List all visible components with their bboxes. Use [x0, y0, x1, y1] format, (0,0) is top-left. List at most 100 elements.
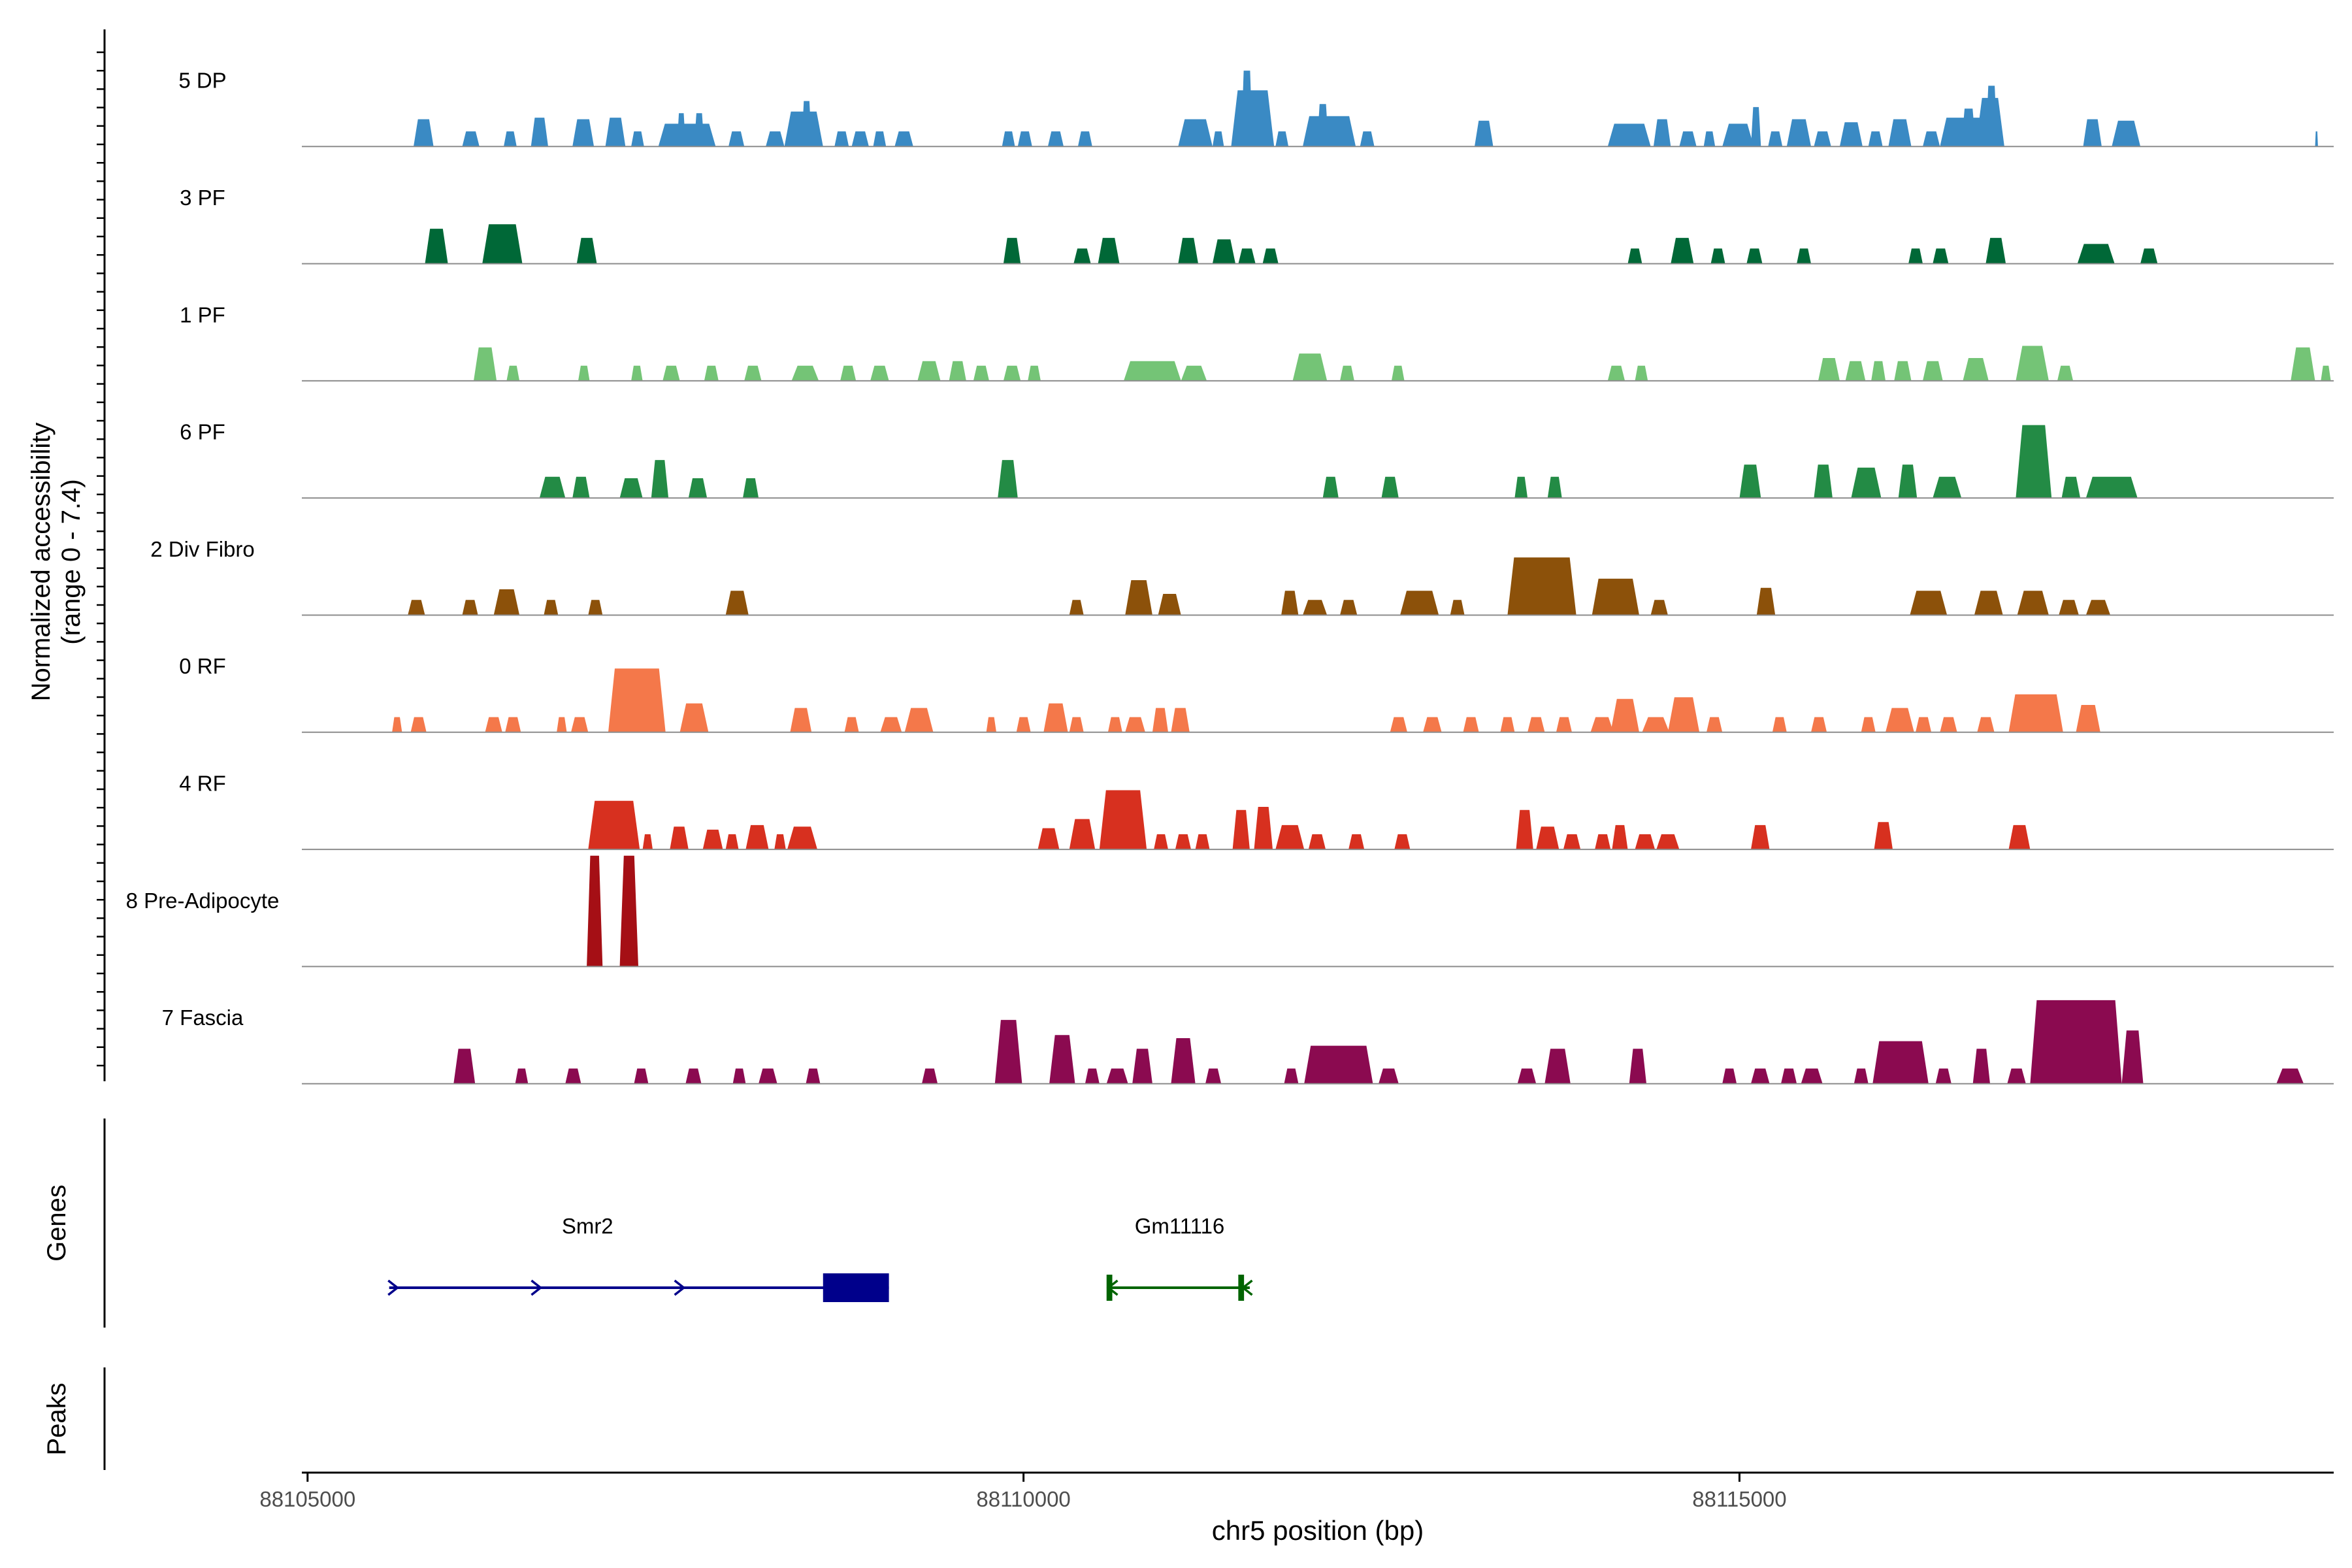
- coverage-peak: [1894, 361, 1912, 381]
- coverage-peak: [973, 365, 989, 381]
- coverage-peak: [1635, 365, 1648, 381]
- coverage-peak: [1703, 131, 1716, 147]
- coverage-peak: [1077, 131, 1092, 147]
- genes-panel-title: Genes: [42, 1184, 71, 1262]
- coverage-peak: [766, 131, 785, 147]
- coverage-peak: [1303, 116, 1356, 147]
- coverage-peak: [1212, 239, 1235, 264]
- coverage-peak: [2059, 600, 2079, 615]
- coverage-peak: [1923, 131, 1940, 147]
- coverage-peak: [1801, 1068, 1823, 1084]
- coverage-peak: [1099, 790, 1147, 850]
- coverage-tracks: 5 DP 3 PF 1 PF 6 PF 2 Div Fibro 0 RF 4 RF 8 Pre…: [126, 69, 2334, 1085]
- coverage-peak: [2315, 131, 2318, 147]
- coverage-peak: [790, 708, 812, 732]
- track-2-div-fibro: 2 Div Fibro: [150, 537, 2334, 616]
- coverage-peak: [1610, 698, 1639, 732]
- coverage-peak: [2077, 244, 2115, 264]
- coverage-peak: [1527, 717, 1545, 732]
- coverage-peak: [1047, 131, 1064, 147]
- coverage-peak: [685, 1068, 702, 1084]
- coverage-peak: [1854, 1068, 1869, 1084]
- coverage-peak: [2016, 425, 2052, 498]
- coverage-peak: [1028, 365, 1041, 381]
- coverage-peak: [1563, 834, 1581, 850]
- coverage-peak: [1308, 834, 1326, 850]
- coverage-peak: [1972, 1049, 1990, 1084]
- coverage-peak: [1181, 365, 1207, 381]
- x-tick-label: 88110000: [976, 1487, 1070, 1511]
- coverage-peak: [725, 834, 739, 850]
- coverage-peak: [1516, 809, 1533, 850]
- coverage-peak: [1933, 248, 1949, 264]
- track-label: 4 RF: [179, 771, 226, 795]
- coverage-peak: [744, 365, 762, 381]
- coverage-peak: [1871, 361, 1886, 381]
- tracks-y-ticks: [97, 51, 105, 1067]
- coverage-peak: [844, 717, 859, 732]
- coverage-peak: [608, 668, 666, 732]
- coverage-peak: [565, 1068, 581, 1084]
- coverage-peak: [1003, 365, 1021, 381]
- coverage-peak: [1751, 825, 1770, 850]
- coverage-peak: [571, 717, 589, 732]
- coverage-peak: [1254, 807, 1273, 850]
- gene-label: Gm11116: [1135, 1214, 1225, 1238]
- coverage-peak: [587, 855, 603, 967]
- coverage-peak: [1781, 1068, 1797, 1084]
- coverage-peak: [1348, 834, 1365, 850]
- coverage-peak: [1381, 476, 1399, 498]
- coverage-peak: [1379, 1068, 1399, 1084]
- coverage-peak: [725, 591, 749, 615]
- coverage-peak: [870, 365, 889, 381]
- coverage-peak: [1544, 1049, 1571, 1084]
- track-7-fascia: 7 Fascia: [162, 1000, 2334, 1085]
- coverage-peak: [801, 101, 812, 147]
- coverage-peak: [1961, 108, 1976, 147]
- coverage-peak: [745, 825, 769, 850]
- coverage-peak: [572, 119, 595, 147]
- coverage-peak: [576, 238, 597, 264]
- track-label: 8 Pre-Adipocyte: [126, 889, 280, 913]
- coverage-peak: [1722, 1068, 1737, 1084]
- x-axis-title: chr5 position (bp): [1212, 1515, 1424, 1546]
- coverage-peak: [1707, 717, 1723, 732]
- coverage-peak: [2321, 365, 2331, 381]
- coverage-peak: [588, 600, 603, 615]
- coverage-peak: [1818, 358, 1840, 381]
- coverage-peak: [1590, 717, 1614, 732]
- coverage-peak: [1868, 131, 1883, 147]
- coverage-peak: [392, 717, 402, 732]
- track-0-rf: 0 RF: [179, 654, 2334, 733]
- strand-arrow: [1241, 1279, 1253, 1296]
- coverage-peak: [694, 113, 704, 147]
- coverage-peak: [1423, 717, 1442, 732]
- coverage-peak: [880, 717, 902, 732]
- coverage-peak: [1642, 717, 1670, 732]
- coverage-peak: [1069, 717, 1084, 732]
- coverage-peak: [1653, 119, 1671, 147]
- coverage-peak: [504, 131, 517, 147]
- coverage-peak: [619, 478, 643, 498]
- coverage-peak: [994, 1020, 1022, 1084]
- coverage-peak: [1463, 717, 1479, 732]
- coverage-peak: [1722, 123, 1754, 147]
- coverage-peak: [1845, 361, 1866, 381]
- track-label: 3 PF: [180, 186, 225, 210]
- coverage-peak: [1125, 580, 1152, 615]
- coverage-peak: [1360, 131, 1375, 147]
- coverage-peak: [840, 365, 857, 381]
- coverage-peak: [1275, 825, 1305, 850]
- coverage-peak: [474, 347, 497, 381]
- strand-arrow: [674, 1279, 686, 1296]
- coverage-peak: [1872, 1041, 1929, 1084]
- coverage-peak: [2016, 346, 2049, 381]
- coverage-peak: [619, 855, 638, 967]
- coverage-peak: [1475, 120, 1494, 147]
- coverage-peak: [1908, 248, 1923, 264]
- coverage-peak: [2112, 120, 2141, 147]
- coverage-peak: [1985, 86, 1997, 147]
- coverage-peak: [408, 600, 425, 615]
- coverage-peak: [2007, 1068, 2026, 1084]
- coverage-peak: [1171, 1038, 1196, 1084]
